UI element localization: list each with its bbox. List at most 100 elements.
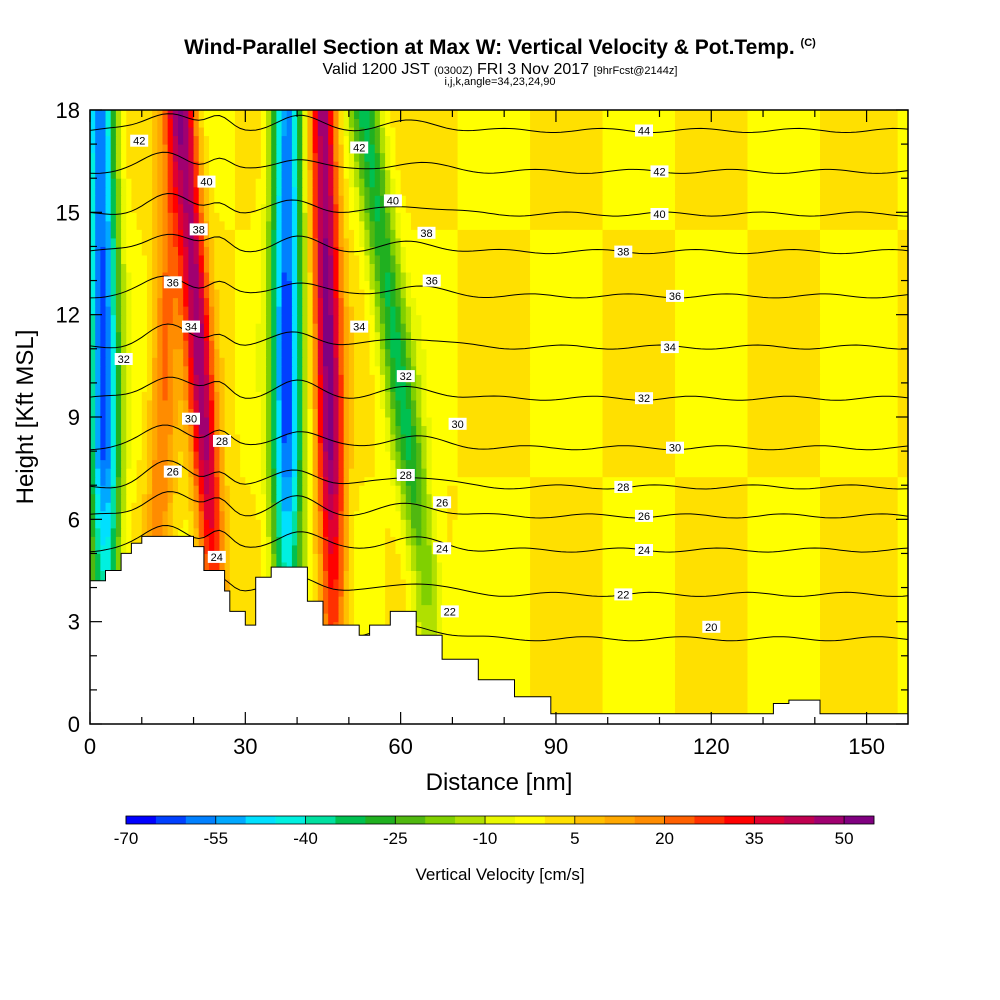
contour-label: 28 (396, 469, 415, 482)
velocity-cell (193, 399, 200, 409)
velocity-cell (307, 544, 314, 554)
grid-indices: i,j,k,angle=34,23,24,90 (444, 76, 556, 88)
velocity-cell (162, 331, 169, 341)
velocity-cell (317, 450, 324, 461)
velocity-cell (359, 211, 365, 222)
velocity-cell (157, 135, 164, 145)
velocity-cell (333, 322, 340, 333)
velocity-cell (240, 459, 262, 469)
velocity-cell (405, 544, 412, 554)
velocity-cell (234, 280, 262, 290)
velocity-cell (115, 186, 122, 196)
velocity-cell (312, 143, 319, 154)
velocity-cell (281, 373, 293, 384)
velocity-cell (457, 331, 531, 341)
velocity-cell (209, 450, 215, 461)
velocity-cell (100, 356, 107, 367)
velocity-cell (317, 126, 329, 137)
velocity-cell (747, 510, 821, 520)
velocity-cell (416, 561, 433, 571)
velocity-cell (152, 399, 158, 409)
velocity-cell (385, 186, 391, 196)
velocity-cell (426, 493, 433, 503)
velocity-cell (416, 587, 422, 597)
velocity-cell (328, 518, 340, 529)
title-text: Wind-Parallel Section at Max W: Vertical… (184, 36, 795, 59)
velocity-cell (385, 552, 402, 563)
velocity-cell (266, 518, 272, 529)
velocity-cell (297, 339, 303, 350)
velocity-cell (209, 220, 226, 230)
velocity-cell (90, 118, 96, 128)
velocity-cell (297, 331, 303, 341)
velocity-cell (675, 544, 749, 554)
colorbar-swatch (634, 816, 665, 824)
velocity-cell (234, 365, 257, 375)
velocity-cell (302, 220, 309, 230)
velocity-cell (328, 365, 334, 375)
velocity-cell (819, 561, 899, 571)
velocity-cell (193, 373, 200, 384)
velocity-cell (431, 535, 438, 546)
velocity-cell (747, 459, 821, 469)
velocity-cell (162, 271, 179, 282)
velocity-cell (385, 365, 391, 375)
velocity-cell (374, 390, 381, 401)
velocity-cell (276, 433, 283, 444)
contour-label-bg (197, 175, 216, 188)
velocity-cell (395, 135, 459, 145)
velocity-cell (747, 595, 821, 606)
velocity-cell (302, 126, 309, 137)
velocity-cell (307, 390, 314, 401)
velocity-cell (897, 672, 908, 682)
velocity-cell (100, 493, 112, 503)
velocity-cell (131, 407, 143, 418)
velocity-cell (897, 228, 908, 239)
velocity-cell (897, 110, 908, 120)
velocity-cell (115, 322, 122, 333)
velocity-cell (198, 305, 205, 316)
velocity-cell (675, 220, 749, 230)
velocity-cell (152, 365, 158, 375)
velocity-cell (209, 442, 215, 452)
velocity-cell (410, 331, 422, 341)
velocity-cell (302, 186, 309, 196)
velocity-cell (530, 348, 604, 358)
velocity-cell (374, 407, 386, 418)
velocity-cell (354, 416, 376, 427)
velocity-cell (322, 211, 329, 222)
velocity-cell (100, 544, 112, 554)
velocity-cell (348, 450, 355, 461)
velocity-cell (390, 203, 397, 213)
velocity-cell (121, 160, 127, 171)
velocity-cell (234, 110, 262, 120)
velocity-cell (219, 331, 236, 341)
velocity-cell (307, 433, 314, 444)
velocity-cell (747, 160, 821, 171)
velocity-cell (193, 314, 200, 324)
velocity-cell (95, 552, 101, 563)
velocity-cell (183, 237, 189, 247)
velocity-cell (747, 322, 821, 333)
velocity-cell (348, 416, 355, 427)
contour-label: 30 (666, 441, 684, 455)
velocity-cell (747, 416, 821, 427)
velocity-cell (675, 672, 749, 682)
velocity-cell (354, 578, 386, 589)
velocity-cell (410, 220, 459, 230)
velocity-cell (234, 135, 262, 145)
velocity-cell (209, 237, 215, 247)
velocity-cell (229, 552, 262, 563)
velocity-cell (747, 110, 821, 120)
velocity-cell (675, 578, 749, 589)
velocity-cell (747, 220, 821, 230)
velocity-cell (338, 425, 345, 435)
velocity-cell (343, 297, 350, 307)
velocity-cell (198, 263, 205, 273)
velocity-cell (121, 135, 127, 145)
velocity-cell (379, 211, 386, 222)
velocity-cell (281, 211, 293, 222)
velocity-cell (897, 339, 908, 350)
velocity-cell (209, 399, 215, 409)
